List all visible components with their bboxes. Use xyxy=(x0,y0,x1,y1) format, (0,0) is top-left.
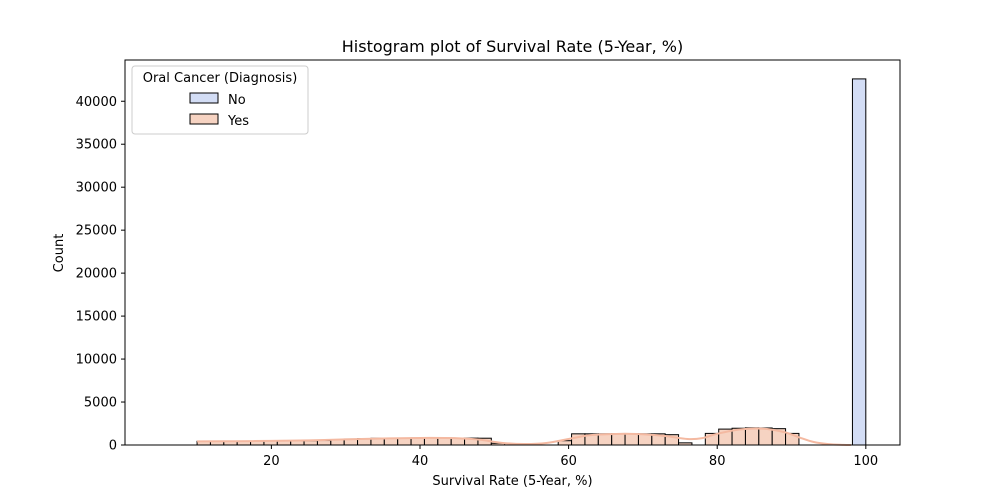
histogram-bar-yes-16 xyxy=(410,437,425,446)
kde-line-yes xyxy=(197,427,851,446)
legend: Oral Cancer (Diagnosis) No Yes xyxy=(131,65,309,135)
legend-box xyxy=(131,65,309,135)
y-axis-label: Count xyxy=(52,234,67,273)
histogram-bar-yes-9 xyxy=(316,440,332,446)
histogram-bar-yes-37 xyxy=(758,427,773,446)
x-tick-label-40: 40 xyxy=(412,454,429,469)
y-tick-label-10000: 10000 xyxy=(76,353,117,368)
histogram-bar-yes-27 xyxy=(611,433,626,446)
chart-title: Histogram plot of Survival Rate (5-Year,… xyxy=(342,37,684,56)
histogram-bar-yes-26 xyxy=(597,433,613,446)
y-tick-label-15000: 15000 xyxy=(76,310,117,325)
histogram-bar-yes-36 xyxy=(744,427,760,446)
y-ticks: 0 5000 10000 15000 20000 25000 30000 35000 40000 xyxy=(76,95,125,454)
y-tick-label-0: 0 xyxy=(109,439,117,454)
histogram-bar-yes-17 xyxy=(423,437,439,446)
x-tick-label-100: 100 xyxy=(853,454,878,469)
histogram-bar-yes-28 xyxy=(624,433,639,446)
legend-label-no: No xyxy=(228,93,246,108)
x-tick-label-80: 80 xyxy=(709,454,726,469)
y-tick-label-30000: 30000 xyxy=(76,181,117,196)
x-ticks: 20 40 60 80 100 xyxy=(263,445,878,469)
legend-swatch-no xyxy=(189,92,219,104)
legend-swatch-yes xyxy=(189,113,219,125)
y-tick-label-40000: 40000 xyxy=(76,95,117,110)
y-tick-label-35000: 35000 xyxy=(76,138,117,153)
x-tick-label-20: 20 xyxy=(263,454,280,469)
plot-frame xyxy=(124,59,901,446)
x-axis-label: Survival Rate (5-Year, %) xyxy=(432,474,592,489)
y-tick-label-20000: 20000 xyxy=(76,267,117,282)
kde-group xyxy=(197,427,851,446)
legend-label-yes: Yes xyxy=(227,114,249,129)
legend-title: Oral Cancer (Diagnosis) xyxy=(143,71,298,86)
histogram-bar-no-0 xyxy=(851,78,867,446)
y-tick-label-5000: 5000 xyxy=(84,396,117,411)
y-tick-label-25000: 25000 xyxy=(76,224,117,239)
x-tick-label-60: 60 xyxy=(560,454,577,469)
